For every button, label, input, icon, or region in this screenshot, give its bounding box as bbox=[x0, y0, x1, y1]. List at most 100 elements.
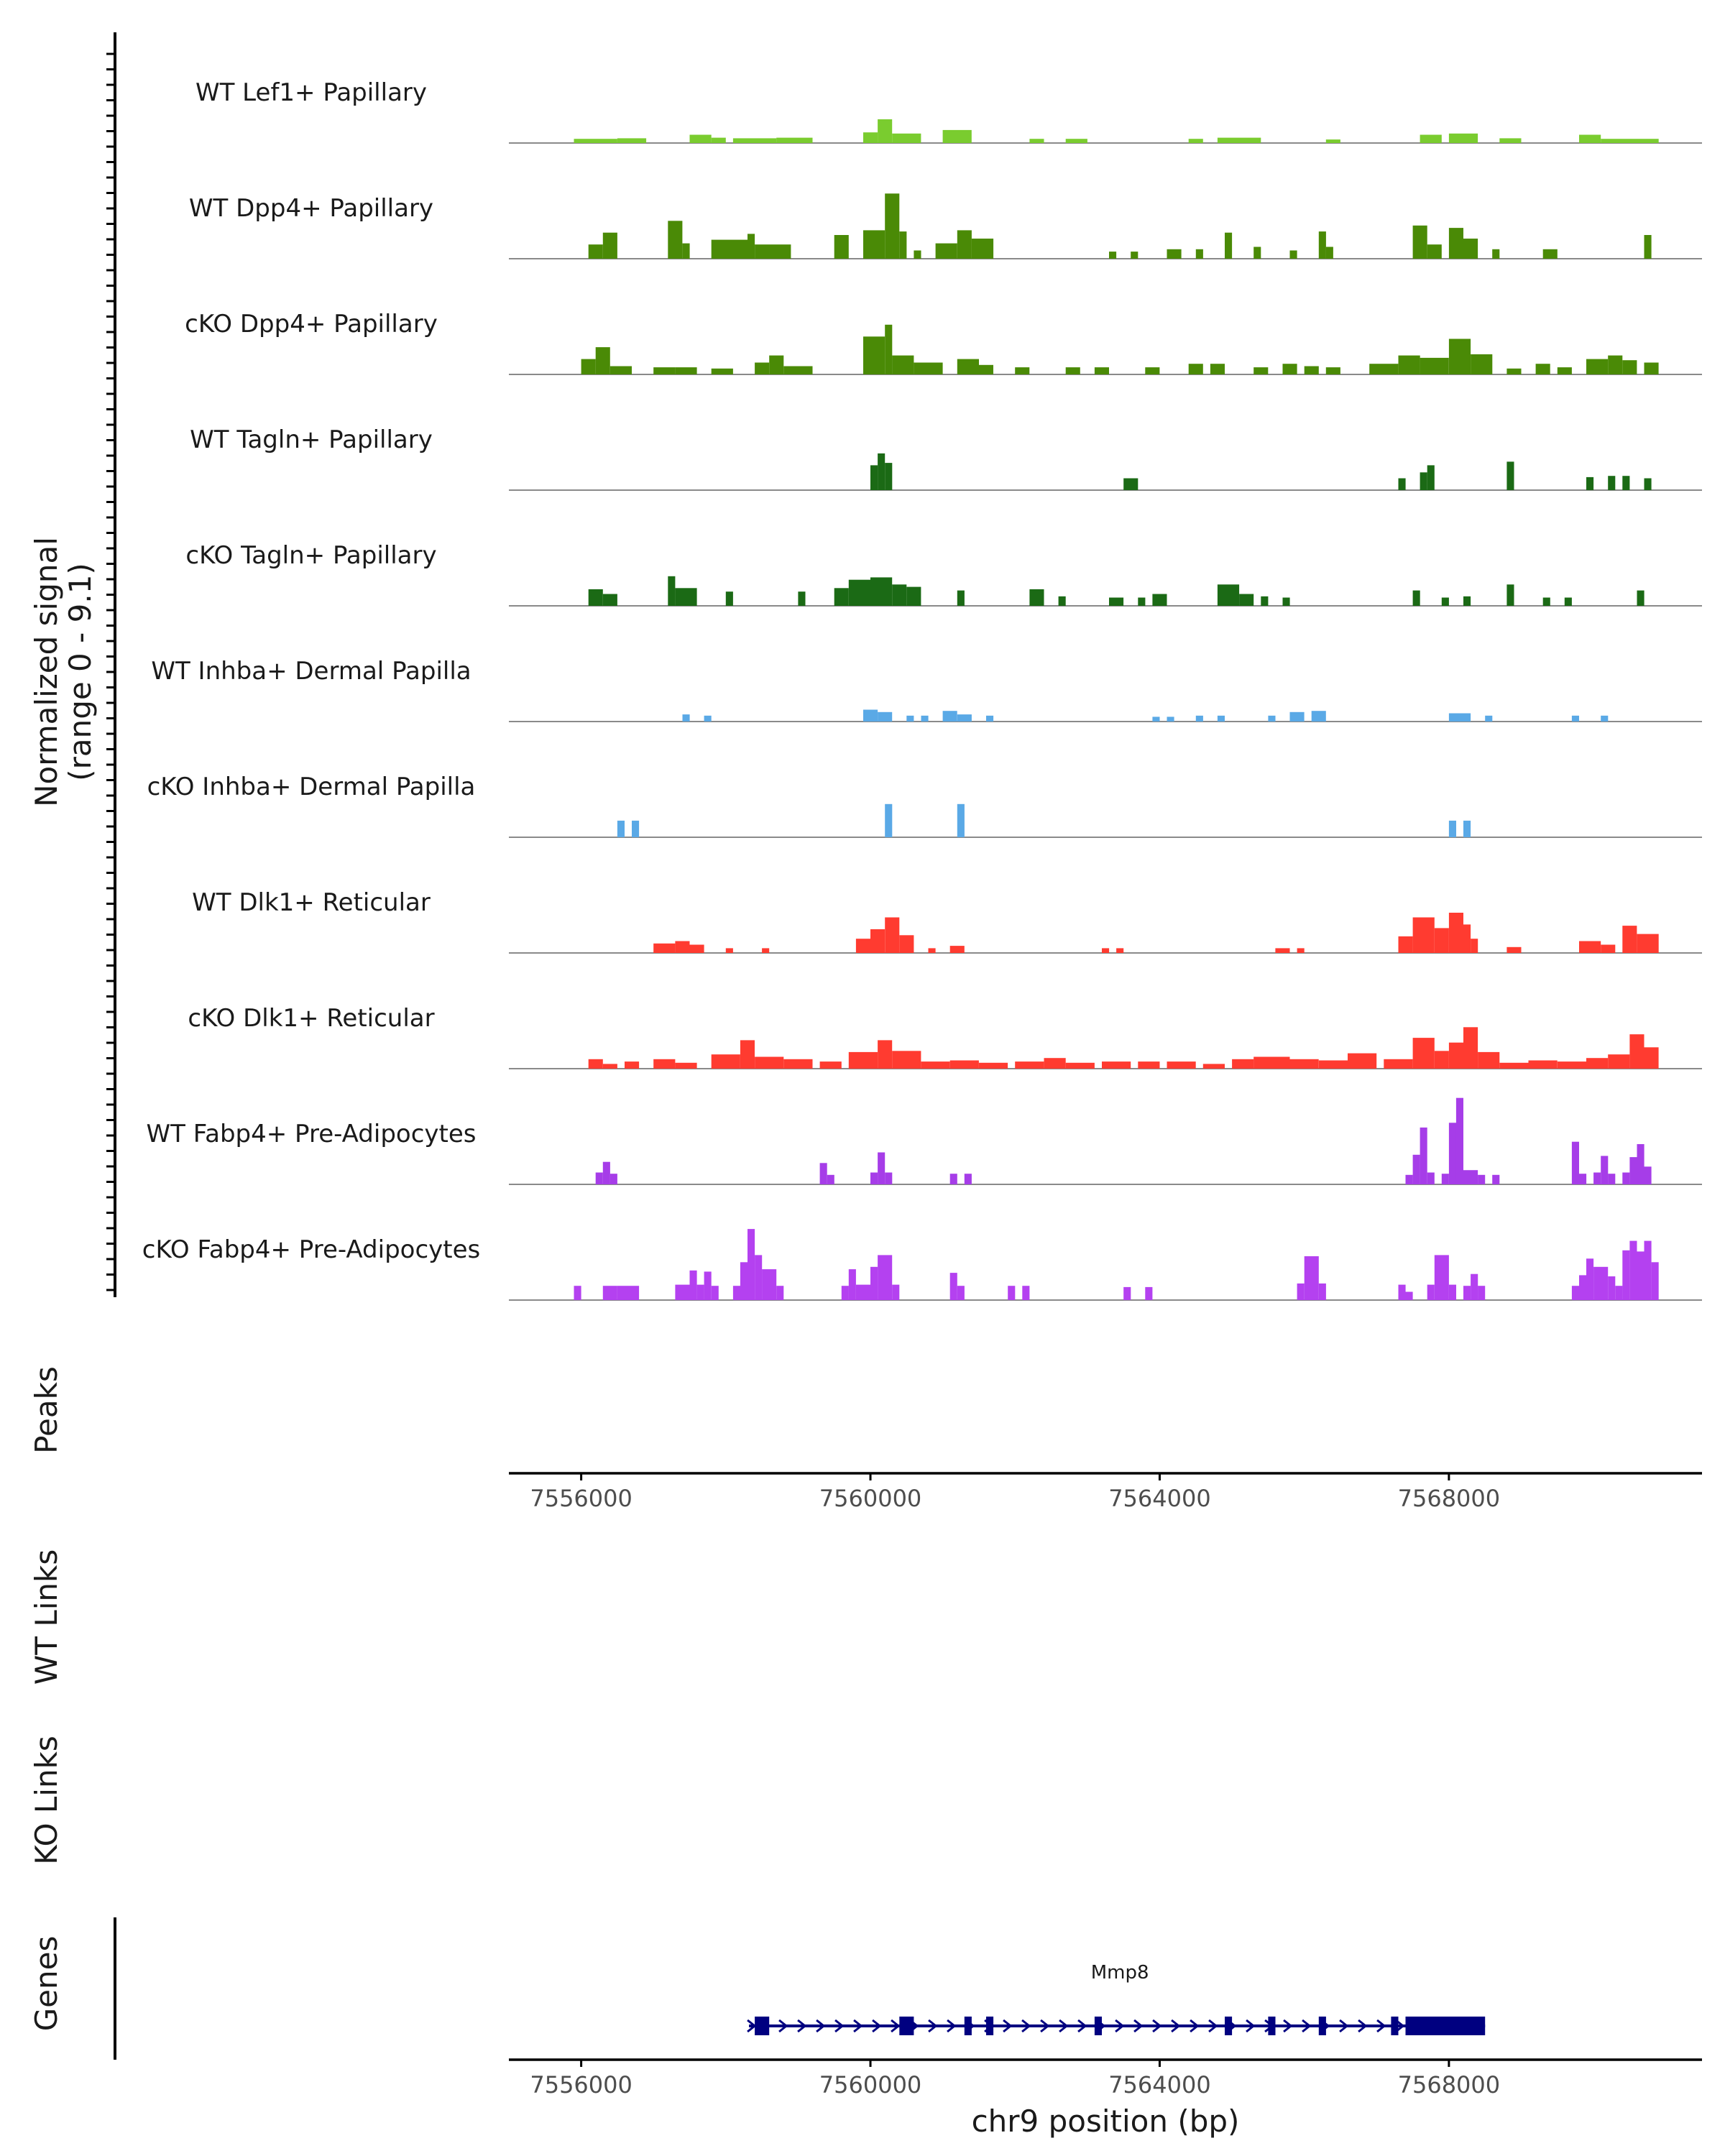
signal-bar bbox=[1405, 1174, 1413, 1184]
signal-bar bbox=[1325, 139, 1340, 143]
signal-bar bbox=[1448, 228, 1463, 259]
signal-bar bbox=[1145, 1286, 1153, 1300]
signal-bar bbox=[1571, 1286, 1579, 1300]
signal-bar bbox=[696, 1284, 704, 1300]
signal-bar bbox=[732, 1286, 740, 1300]
signal-bar bbox=[1455, 1097, 1463, 1184]
strand-arrow bbox=[1246, 2019, 1256, 2033]
gene-track bbox=[747, 2017, 1486, 2035]
signal-bar bbox=[1254, 247, 1261, 259]
signal-bar bbox=[1506, 461, 1514, 490]
signal-bar bbox=[1644, 1047, 1659, 1069]
signal-bar bbox=[1622, 926, 1637, 953]
signal-bar bbox=[870, 577, 893, 606]
signal-bar bbox=[841, 1286, 849, 1300]
signal-bar bbox=[1637, 590, 1644, 606]
signal-bar bbox=[878, 1255, 893, 1300]
signal-bar bbox=[1325, 367, 1340, 374]
signal-bar bbox=[1058, 596, 1066, 606]
signal-bar bbox=[978, 1062, 1008, 1069]
signal-bar bbox=[574, 1286, 581, 1300]
signal-bar bbox=[1557, 367, 1572, 374]
signal-bar bbox=[1586, 359, 1609, 374]
track-9: cKO Dlk1+ Reticular bbox=[188, 1004, 1702, 1069]
signal-bar bbox=[1615, 1286, 1623, 1300]
signal-bar bbox=[848, 579, 870, 606]
signal-bar bbox=[957, 230, 972, 259]
signal-bar bbox=[1557, 1061, 1586, 1069]
signal-bar bbox=[1471, 1273, 1478, 1300]
signal-bar bbox=[986, 715, 994, 722]
signal-bar bbox=[1282, 597, 1290, 606]
signal-bar bbox=[1542, 597, 1550, 606]
signal-bar bbox=[1644, 1240, 1652, 1300]
signal-bar bbox=[776, 1286, 784, 1300]
signal-bar bbox=[1427, 1284, 1435, 1300]
signal-bar bbox=[625, 1061, 640, 1069]
signal-bar bbox=[949, 1060, 979, 1069]
signal-bar bbox=[1629, 1157, 1637, 1184]
signal-bar bbox=[1412, 1154, 1420, 1184]
signal-bar bbox=[682, 714, 690, 722]
signal-bar bbox=[1217, 584, 1240, 606]
ko-links-label: KO Links bbox=[29, 1736, 64, 1865]
y-axis-label: Normalized signal bbox=[29, 537, 64, 807]
signal-bar bbox=[1571, 715, 1579, 722]
signal-bar bbox=[1441, 1174, 1449, 1184]
signal-bar bbox=[1398, 1284, 1406, 1300]
signal-bar bbox=[675, 588, 697, 606]
signal-bar bbox=[1195, 249, 1203, 259]
track-label: WT Tagln+ Papillary bbox=[190, 425, 433, 454]
signal-bar bbox=[1506, 368, 1522, 374]
signal-bar bbox=[1586, 1258, 1594, 1300]
strand-arrow bbox=[1190, 2019, 1200, 2033]
signal-bar bbox=[1485, 715, 1493, 722]
signal-bar bbox=[1261, 596, 1269, 606]
signal-bar bbox=[819, 1163, 827, 1184]
signal-bar bbox=[711, 368, 733, 374]
signal-bar bbox=[1463, 1170, 1478, 1184]
strand-arrow bbox=[853, 2019, 863, 2033]
track-label: WT Inhba+ Dermal Papilla bbox=[151, 657, 471, 686]
signal-bar bbox=[1579, 134, 1601, 143]
strand-arrow bbox=[891, 2019, 901, 2033]
strand-arrow bbox=[1115, 2019, 1125, 2033]
signal-bar bbox=[1138, 1061, 1160, 1069]
signal-bar bbox=[1608, 476, 1616, 490]
x-tick-label: 7556000 bbox=[530, 2071, 632, 2099]
signal-bar bbox=[1225, 232, 1233, 259]
signal-bar bbox=[1463, 820, 1471, 837]
signal-bar bbox=[942, 129, 972, 143]
signal-bar bbox=[1427, 244, 1442, 259]
signal-bar bbox=[885, 463, 893, 490]
signal-bar bbox=[1427, 1172, 1435, 1184]
gene-exon bbox=[755, 2017, 770, 2035]
signal-bar bbox=[1131, 252, 1138, 259]
strand-arrow bbox=[1208, 2019, 1218, 2033]
x-tick-label: 7568000 bbox=[1398, 2071, 1501, 2099]
signal-bar bbox=[1167, 249, 1182, 259]
signal-bar bbox=[906, 586, 921, 606]
signal-bar bbox=[885, 803, 893, 837]
strand-arrow bbox=[1376, 2019, 1386, 2033]
signal-bar bbox=[1420, 357, 1449, 374]
signal-bar bbox=[1448, 713, 1471, 722]
signal-bar bbox=[1297, 948, 1305, 953]
signal-bar bbox=[1029, 139, 1044, 143]
signal-bar bbox=[1448, 1284, 1456, 1300]
signal-bar bbox=[870, 929, 886, 953]
strand-arrow bbox=[1021, 2019, 1031, 2033]
signal-bar bbox=[762, 1269, 777, 1300]
signal-bar bbox=[878, 119, 893, 143]
signal-bar bbox=[1499, 1062, 1529, 1069]
signal-bar bbox=[921, 715, 929, 722]
strand-arrow bbox=[1003, 2019, 1013, 2033]
signal-bar bbox=[1608, 1174, 1616, 1184]
signal-bar bbox=[1044, 1058, 1066, 1069]
signal-bar bbox=[588, 589, 603, 606]
gene-exon bbox=[964, 2017, 972, 2035]
signal-bar bbox=[1289, 250, 1297, 259]
signal-bar bbox=[1622, 476, 1630, 490]
signal-bar bbox=[574, 139, 617, 143]
signal-bar bbox=[863, 336, 886, 374]
